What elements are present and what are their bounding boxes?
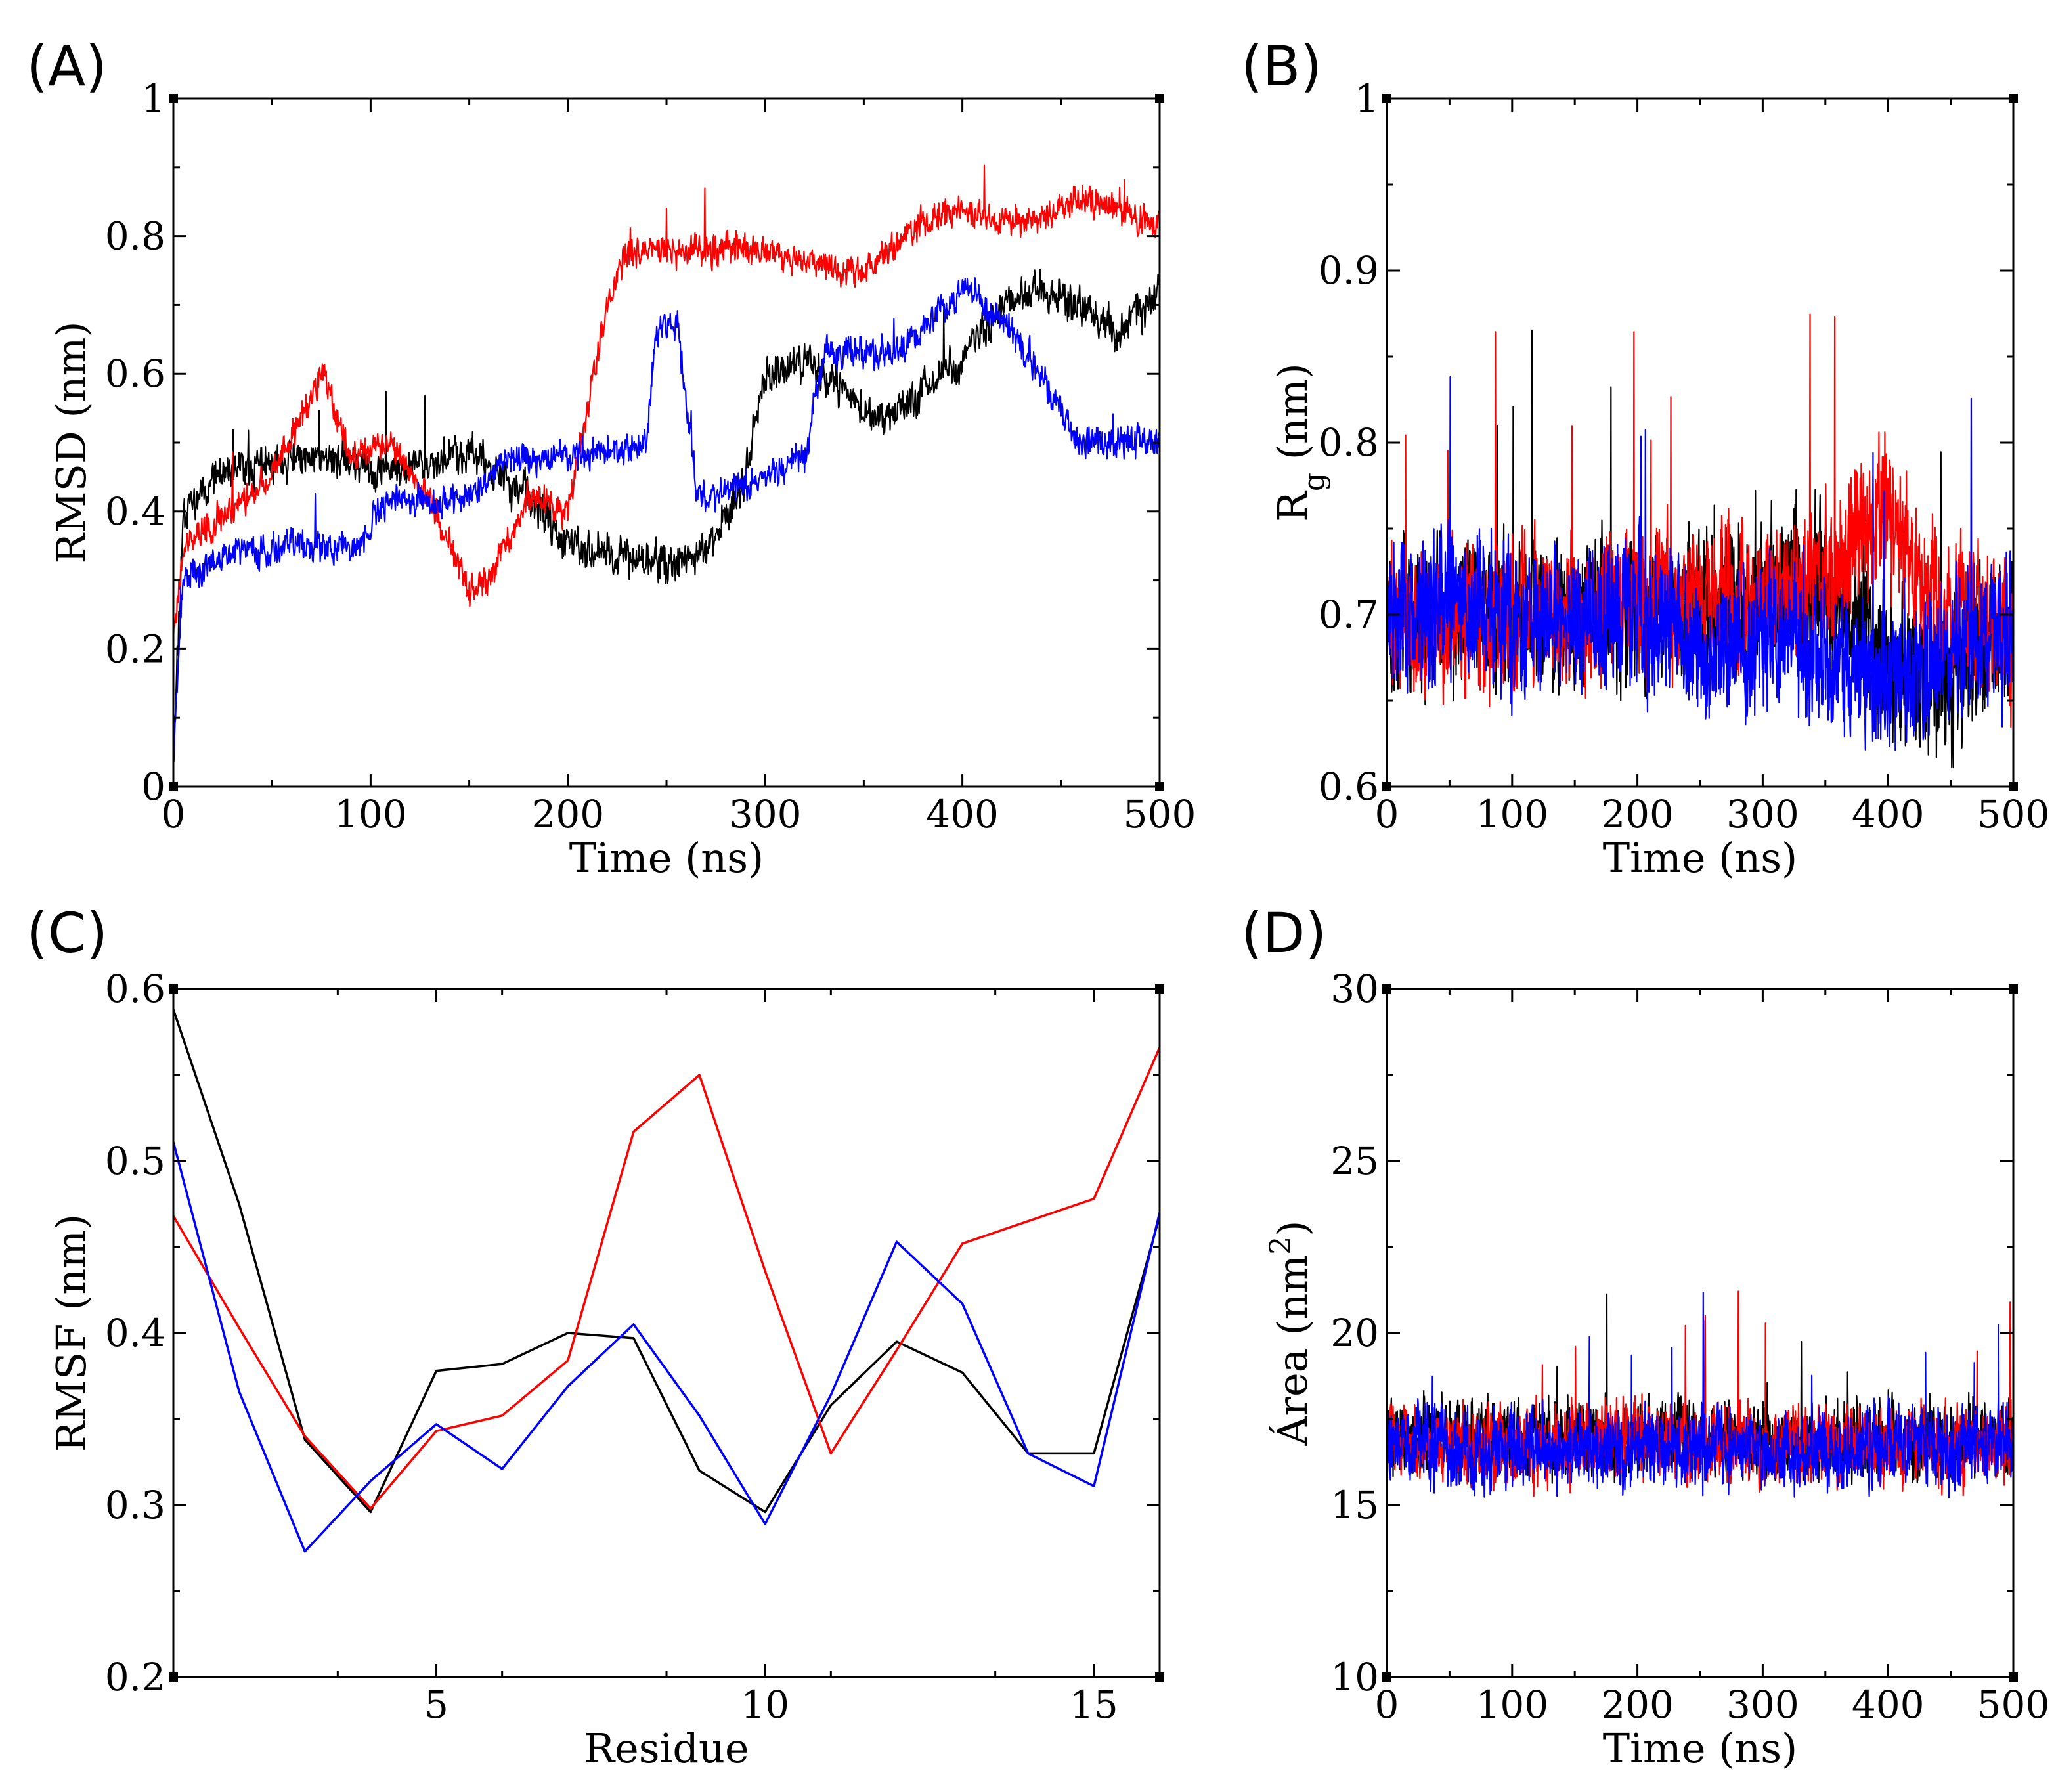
x-tick-label: 300 (1726, 792, 1799, 837)
series-line-1 (173, 268, 1160, 763)
panel-label: (A) (26, 34, 107, 98)
y-tick-label: 0.2 (105, 626, 165, 671)
x-tick-label: 300 (729, 792, 802, 837)
y-axis-label: Área (nm2) (1264, 1221, 1317, 1447)
series-line-3 (1387, 1292, 2013, 1498)
x-tick-label: 100 (1475, 792, 1548, 837)
x-axis-label: Time (ns) (1603, 1724, 1798, 1772)
y-tick-label: 0.2 (105, 1655, 165, 1699)
x-tick-label: 15 (1070, 1682, 1118, 1727)
y-tick-label: 0.8 (1319, 420, 1379, 465)
y-axis-label: RMSD (nm) (47, 321, 95, 563)
panel-d: (D) 0 100 200 300 400 500 10 15 20 25 30 Time (ns) Ár… (1241, 901, 2049, 1772)
y-tick-label: 30 (1330, 967, 1379, 1011)
x-tick-label: 200 (1601, 792, 1674, 837)
y-axis-label: RMSF (nm) (47, 1214, 95, 1452)
panel-label: (D) (1241, 901, 1326, 965)
y-tick-label: 10 (1330, 1655, 1379, 1699)
x-axis-label: Residue (584, 1724, 749, 1772)
panel-c: (C) 5 10 15 0.2 0.3 0.4 0.5 0.6 Residue RMSF (nm) (26, 901, 1164, 1772)
x-tick-label: 100 (334, 792, 407, 837)
y-tick-label: 0.4 (105, 489, 165, 534)
x-tick-label: 10 (741, 1682, 789, 1727)
x-axis-label: Time (ns) (569, 834, 764, 882)
x-tick-label: 500 (1124, 792, 1196, 837)
x-tick-label: 500 (1977, 1682, 2050, 1727)
y-tick-label: 0.7 (1319, 592, 1379, 637)
x-tick-label: 200 (531, 792, 604, 837)
y-tick-label: 0 (141, 764, 165, 809)
series-line-1 (173, 1009, 1160, 1514)
panel-label: (C) (26, 901, 108, 965)
y-tick-label: 0.3 (105, 1483, 165, 1527)
y-tick-label: 1 (141, 76, 165, 121)
x-tick-label: 0 (162, 792, 186, 837)
y-axis-label: Rg (nm) (1269, 363, 1331, 522)
series-line-2 (1387, 1290, 2013, 1497)
y-tick-label: 0.8 (105, 214, 165, 259)
y-tick-label: 0.9 (1319, 248, 1379, 293)
plot-frame (1386, 988, 2015, 1678)
y-tick-label: 0.5 (105, 1139, 165, 1183)
y-tick-label: 25 (1330, 1139, 1379, 1183)
y-tick-label: 0.6 (1319, 764, 1379, 809)
x-tick-label: 400 (1852, 1682, 1925, 1727)
x-axis-label: Time (ns) (1603, 834, 1798, 882)
x-tick-label: 500 (1977, 792, 2050, 837)
series-line-2 (173, 1047, 1160, 1510)
y-tick-label: 1 (1355, 76, 1379, 121)
series-line-3 (173, 277, 1160, 762)
plot-frame (172, 97, 1161, 788)
series-line-3 (1387, 376, 2013, 751)
x-tick-label: 100 (1475, 1682, 1548, 1727)
series-line-2 (173, 164, 1160, 642)
x-tick-label: 0 (1375, 792, 1399, 837)
plot-frame (172, 988, 1161, 1678)
y-tick-label: 0.6 (105, 967, 165, 1011)
x-tick-label: 200 (1601, 1682, 1674, 1727)
panel-label: (B) (1241, 34, 1322, 98)
y-tick-label: 0.6 (105, 351, 165, 396)
panel-a: (A) 0 100 200 300 400 500 0 0.2 0.4 0.6 0.8 1 Time (n… (26, 34, 1196, 882)
x-tick-label: 0 (1375, 1682, 1399, 1727)
panel-b: (B) 0 100 200 300 400 500 0.6 0.7 0.8 0.9 1 Time (ns… (1241, 34, 2049, 882)
x-tick-label: 300 (1726, 1682, 1799, 1727)
y-tick-label: 15 (1330, 1483, 1379, 1527)
series-line-3 (173, 1141, 1160, 1553)
y-tick-label: 0.4 (105, 1311, 165, 1355)
y-tick-label: 20 (1330, 1311, 1379, 1355)
x-tick-label: 400 (1852, 792, 1925, 837)
x-tick-label: 400 (926, 792, 999, 837)
x-tick-label: 5 (424, 1682, 448, 1727)
